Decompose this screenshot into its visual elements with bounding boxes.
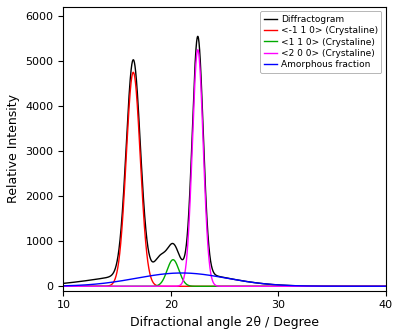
Amorphous fraction (61, 284, 66, 288)
Amorphous fraction (302, 284, 306, 288)
<2 0 0> (Crystaline) (271, 284, 276, 288)
<1 1 0> (Crystaline) (184, 282, 189, 286)
Line: Diffractogram: Diffractogram (63, 36, 386, 286)
<-1 1 0> (Crystaline) (131, 70, 136, 74)
Line: Amorphous fraction: Amorphous fraction (63, 273, 386, 286)
Line: <1 1 0> (Crystaline): <1 1 0> (Crystaline) (63, 260, 386, 286)
Amorphous fraction (179, 271, 184, 275)
Amorphous fraction (384, 284, 388, 288)
Diffractogram (271, 283, 276, 287)
Line: <-1 1 0> (Crystaline): <-1 1 0> (Crystaline) (63, 72, 386, 286)
Amorphous fraction (184, 271, 189, 275)
<2 0 0> (Crystaline) (302, 284, 306, 288)
Line: <2 0 0> (Crystaline): <2 0 0> (Crystaline) (63, 50, 386, 286)
Amorphous fraction (326, 284, 331, 288)
<2 0 0> (Crystaline) (184, 257, 189, 261)
<-1 1 0> (Crystaline) (120, 226, 124, 230)
Diffractogram (61, 281, 66, 285)
<2 0 0> (Crystaline) (326, 284, 331, 288)
<2 0 0> (Crystaline) (61, 284, 66, 288)
X-axis label: Difractional angle 2θ / Degree: Difractional angle 2θ / Degree (130, 316, 319, 329)
<2 0 0> (Crystaline) (195, 48, 200, 52)
<-1 1 0> (Crystaline) (184, 284, 189, 288)
<2 0 0> (Crystaline) (254, 284, 259, 288)
Amorphous fraction (254, 281, 259, 285)
Diffractogram (254, 281, 259, 285)
Diffractogram (184, 240, 189, 244)
<1 1 0> (Crystaline) (384, 284, 388, 288)
Amorphous fraction (271, 283, 276, 287)
<2 0 0> (Crystaline) (384, 284, 388, 288)
Diffractogram (326, 284, 331, 288)
Amorphous fraction (120, 279, 124, 283)
<-1 1 0> (Crystaline) (254, 284, 259, 288)
Y-axis label: Relative Intensity: Relative Intensity (7, 94, 20, 203)
<-1 1 0> (Crystaline) (326, 284, 331, 288)
<-1 1 0> (Crystaline) (271, 284, 276, 288)
<1 1 0> (Crystaline) (302, 284, 306, 288)
<1 1 0> (Crystaline) (254, 284, 259, 288)
<1 1 0> (Crystaline) (120, 284, 124, 288)
<1 1 0> (Crystaline) (171, 258, 176, 262)
<1 1 0> (Crystaline) (61, 284, 66, 288)
<-1 1 0> (Crystaline) (384, 284, 388, 288)
Diffractogram (302, 284, 306, 288)
<2 0 0> (Crystaline) (120, 284, 124, 288)
<-1 1 0> (Crystaline) (61, 284, 66, 288)
Legend: Diffractogram, <-1 1 0> (Crystaline), <1 1 0> (Crystaline), <2 0 0> (Crystaline): Diffractogram, <-1 1 0> (Crystaline), <1… (260, 11, 382, 73)
<1 1 0> (Crystaline) (326, 284, 331, 288)
Diffractogram (195, 34, 200, 38)
<1 1 0> (Crystaline) (271, 284, 276, 288)
Diffractogram (384, 284, 388, 288)
<-1 1 0> (Crystaline) (302, 284, 306, 288)
Diffractogram (120, 215, 124, 219)
